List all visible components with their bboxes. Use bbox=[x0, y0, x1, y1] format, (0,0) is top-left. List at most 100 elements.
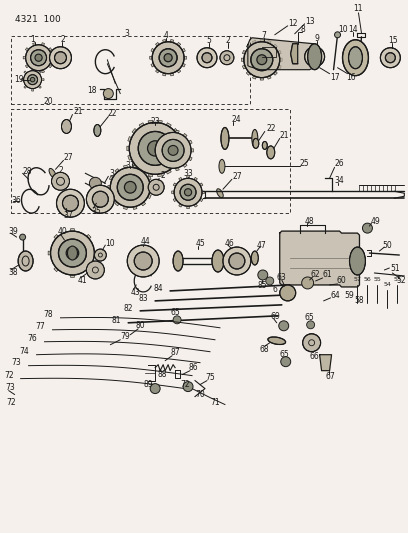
Text: 76: 76 bbox=[28, 334, 38, 343]
Polygon shape bbox=[42, 79, 44, 80]
Text: 58: 58 bbox=[355, 296, 364, 305]
Polygon shape bbox=[157, 173, 162, 176]
Polygon shape bbox=[142, 168, 146, 173]
Polygon shape bbox=[184, 56, 186, 59]
Text: 72: 72 bbox=[4, 371, 13, 380]
Polygon shape bbox=[48, 251, 51, 255]
Polygon shape bbox=[124, 165, 127, 168]
Text: 64: 64 bbox=[330, 292, 340, 301]
Polygon shape bbox=[54, 267, 58, 272]
Polygon shape bbox=[25, 64, 29, 68]
Text: 82: 82 bbox=[124, 304, 133, 313]
Circle shape bbox=[386, 53, 395, 63]
Polygon shape bbox=[128, 136, 132, 142]
Ellipse shape bbox=[67, 246, 78, 260]
Text: 2: 2 bbox=[226, 36, 230, 45]
Circle shape bbox=[86, 261, 104, 279]
Text: 24: 24 bbox=[231, 115, 241, 124]
Text: 85: 85 bbox=[258, 281, 268, 290]
Text: 68: 68 bbox=[260, 345, 270, 354]
Polygon shape bbox=[139, 169, 144, 174]
Text: 33: 33 bbox=[183, 169, 193, 178]
Ellipse shape bbox=[219, 159, 225, 173]
Ellipse shape bbox=[18, 251, 33, 271]
Ellipse shape bbox=[350, 247, 366, 275]
Circle shape bbox=[184, 189, 192, 196]
Text: 72: 72 bbox=[6, 398, 16, 407]
Text: 39: 39 bbox=[9, 227, 18, 236]
Polygon shape bbox=[153, 149, 155, 152]
Text: 51: 51 bbox=[390, 264, 400, 273]
Polygon shape bbox=[148, 120, 153, 123]
Text: 84: 84 bbox=[153, 285, 163, 294]
Polygon shape bbox=[187, 176, 189, 179]
Ellipse shape bbox=[253, 139, 259, 148]
Polygon shape bbox=[159, 133, 163, 138]
Circle shape bbox=[152, 42, 184, 74]
Circle shape bbox=[162, 140, 184, 161]
Ellipse shape bbox=[267, 146, 275, 159]
Text: 65: 65 bbox=[305, 313, 315, 322]
Circle shape bbox=[66, 247, 79, 260]
Polygon shape bbox=[142, 202, 146, 206]
Polygon shape bbox=[38, 71, 41, 74]
Text: 31: 31 bbox=[125, 161, 135, 170]
Circle shape bbox=[168, 146, 178, 155]
Polygon shape bbox=[94, 251, 97, 255]
Circle shape bbox=[89, 177, 101, 189]
Circle shape bbox=[49, 47, 71, 69]
Polygon shape bbox=[108, 185, 111, 189]
Text: 74: 74 bbox=[20, 347, 29, 356]
Text: 34: 34 bbox=[335, 176, 344, 185]
Text: 41: 41 bbox=[78, 277, 87, 286]
Text: 78: 78 bbox=[44, 310, 53, 319]
Polygon shape bbox=[109, 195, 113, 199]
Text: 50: 50 bbox=[382, 240, 392, 249]
Text: 22: 22 bbox=[266, 124, 275, 133]
Text: 44: 44 bbox=[140, 237, 150, 246]
Circle shape bbox=[266, 277, 274, 285]
Text: 73: 73 bbox=[6, 383, 16, 392]
Polygon shape bbox=[183, 164, 187, 167]
Circle shape bbox=[35, 54, 42, 61]
Text: 21: 21 bbox=[74, 107, 83, 116]
Polygon shape bbox=[124, 206, 127, 209]
Polygon shape bbox=[242, 65, 246, 69]
Text: 18: 18 bbox=[88, 86, 97, 95]
Polygon shape bbox=[278, 65, 281, 69]
Circle shape bbox=[202, 53, 212, 63]
Polygon shape bbox=[25, 47, 29, 51]
Polygon shape bbox=[188, 157, 192, 161]
Circle shape bbox=[302, 277, 314, 289]
Circle shape bbox=[244, 42, 280, 78]
Polygon shape bbox=[179, 136, 182, 142]
Text: 27: 27 bbox=[232, 172, 242, 181]
Polygon shape bbox=[155, 43, 159, 46]
Polygon shape bbox=[291, 44, 298, 63]
Text: 40: 40 bbox=[58, 227, 67, 236]
Text: 60: 60 bbox=[337, 277, 346, 286]
Circle shape bbox=[159, 49, 177, 67]
Polygon shape bbox=[32, 88, 33, 91]
Polygon shape bbox=[171, 39, 174, 43]
Polygon shape bbox=[242, 51, 246, 54]
Text: 69: 69 bbox=[271, 312, 281, 321]
Polygon shape bbox=[150, 185, 153, 189]
Text: 49: 49 bbox=[370, 216, 380, 225]
Polygon shape bbox=[23, 56, 26, 59]
Circle shape bbox=[229, 253, 245, 269]
Ellipse shape bbox=[252, 130, 258, 148]
Circle shape bbox=[174, 179, 202, 206]
Text: 10: 10 bbox=[106, 239, 115, 248]
Circle shape bbox=[55, 52, 67, 63]
Circle shape bbox=[150, 384, 160, 393]
Polygon shape bbox=[179, 177, 182, 181]
Circle shape bbox=[127, 245, 159, 277]
Ellipse shape bbox=[217, 189, 223, 198]
Polygon shape bbox=[151, 63, 154, 67]
Text: 55: 55 bbox=[374, 278, 381, 282]
Polygon shape bbox=[128, 155, 132, 160]
Circle shape bbox=[223, 247, 251, 275]
Polygon shape bbox=[171, 73, 174, 76]
Polygon shape bbox=[42, 70, 44, 72]
